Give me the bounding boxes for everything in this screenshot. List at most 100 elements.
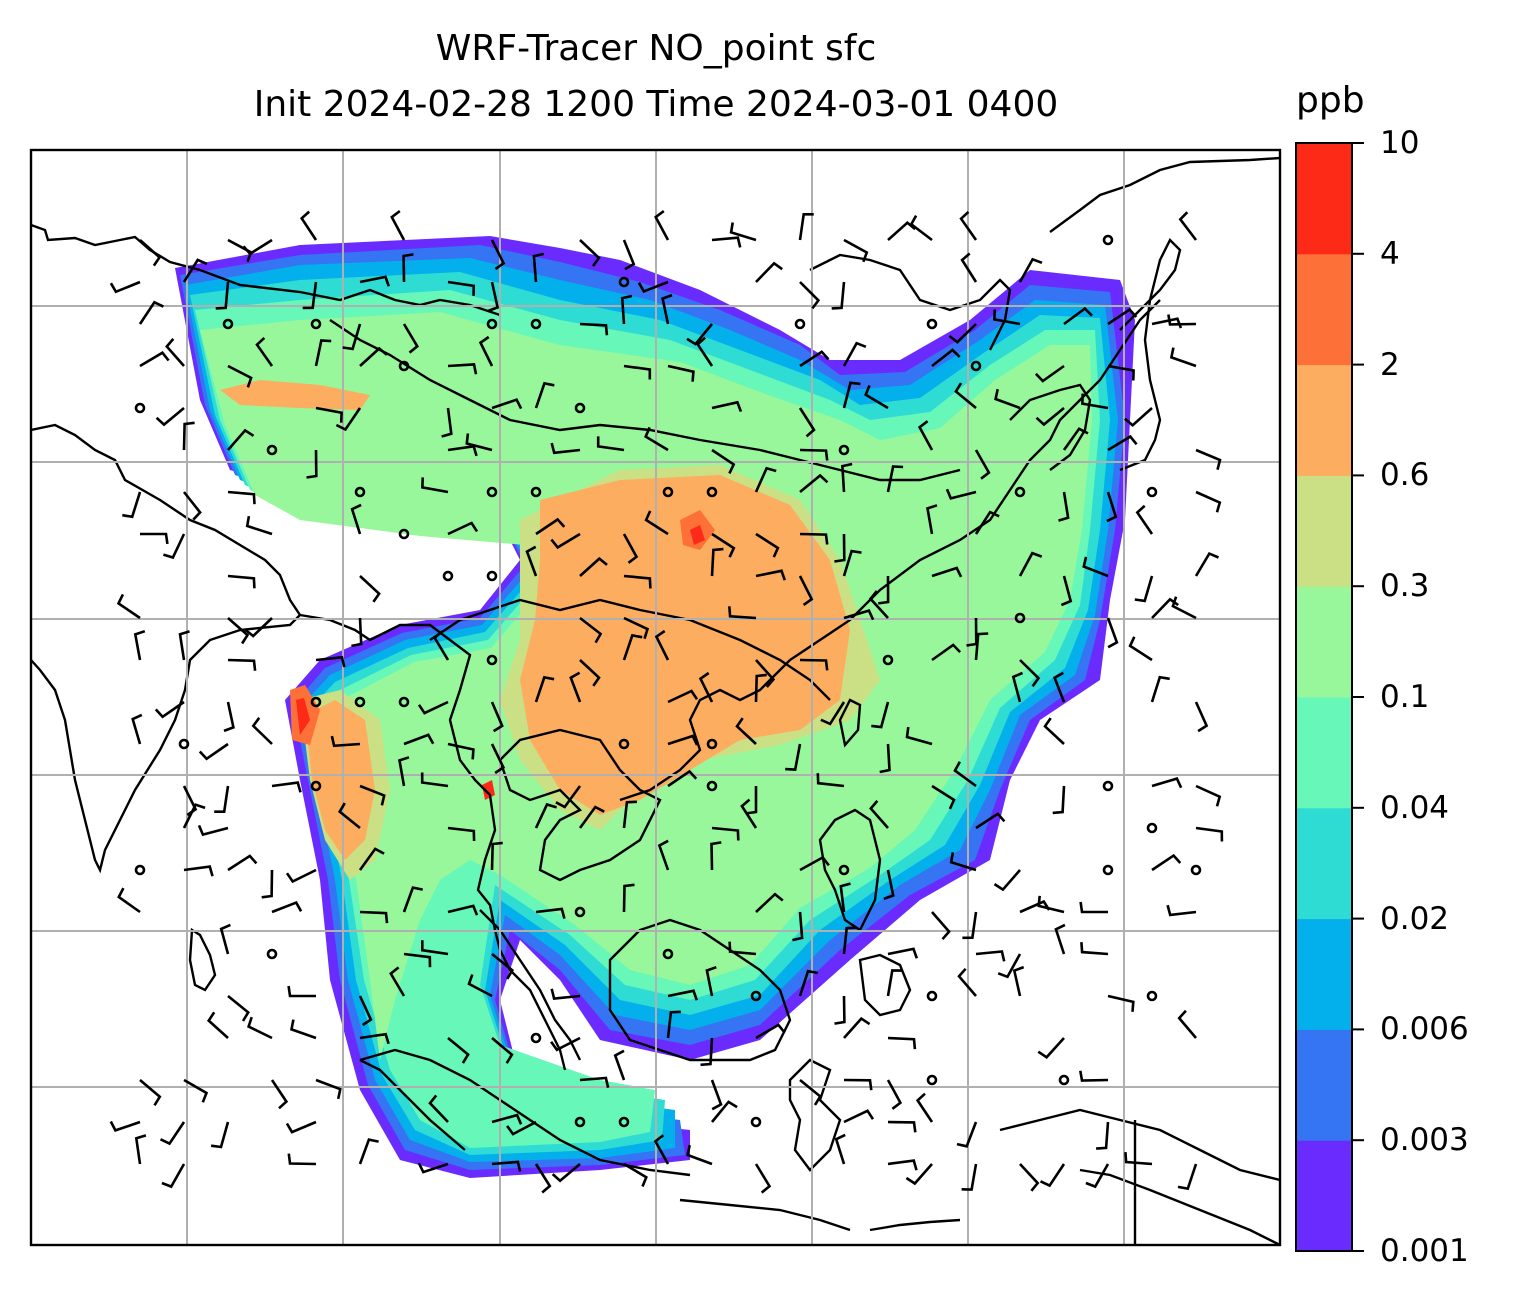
wind-barb bbox=[261, 869, 274, 899]
wind-barb bbox=[735, 717, 757, 745]
wind-barb bbox=[728, 941, 757, 956]
wind-barb bbox=[182, 803, 206, 829]
wind-barb bbox=[1085, 1163, 1110, 1189]
wind-barb bbox=[315, 655, 346, 668]
wind-barb bbox=[491, 1113, 523, 1125]
wind-barb bbox=[579, 1076, 610, 1088]
wind-barb bbox=[879, 743, 891, 774]
wind-barb bbox=[140, 532, 169, 545]
wind-barb bbox=[1107, 434, 1138, 452]
wind-barb bbox=[1177, 1009, 1197, 1039]
wind-barb bbox=[686, 323, 714, 346]
wind-barb bbox=[1128, 636, 1153, 662]
wind-barb bbox=[447, 826, 476, 842]
wind-barb bbox=[931, 784, 956, 810]
wind-barb bbox=[302, 281, 318, 310]
wind-barb bbox=[710, 547, 724, 577]
wind-barb bbox=[1037, 1037, 1065, 1060]
wind-barb bbox=[315, 1078, 342, 1100]
tracer-concentration-field bbox=[175, 236, 1135, 1178]
wind-barb bbox=[887, 1120, 917, 1133]
wind-barb bbox=[447, 521, 479, 536]
wind-barb bbox=[622, 533, 639, 564]
wind-barb bbox=[116, 593, 141, 620]
wind-barb bbox=[799, 473, 829, 494]
calm-wind-marker bbox=[530, 486, 542, 498]
wind-barb bbox=[740, 798, 758, 829]
wind-barb bbox=[1150, 675, 1170, 703]
wind-barb bbox=[287, 985, 316, 998]
wind-barb bbox=[711, 400, 743, 413]
wind-barb bbox=[754, 673, 767, 703]
coastline-new-guinea bbox=[999, 1108, 1280, 1182]
calm-wind-marker bbox=[794, 318, 806, 330]
calm-wind-marker bbox=[310, 696, 322, 708]
wind-barb bbox=[227, 428, 255, 451]
wind-barb bbox=[729, 222, 757, 242]
wind-barb bbox=[227, 364, 253, 388]
calm-wind-marker bbox=[1014, 612, 1026, 624]
coastline-indochina bbox=[498, 728, 662, 882]
colorbar-frame bbox=[1295, 142, 1353, 1252]
wind-barb bbox=[117, 887, 141, 914]
wind-barb bbox=[358, 1138, 379, 1165]
calm-wind-marker bbox=[222, 318, 234, 330]
wind-barb bbox=[534, 802, 557, 829]
wind-barb bbox=[974, 449, 991, 480]
wind-barb bbox=[871, 701, 890, 729]
wind-barb bbox=[447, 904, 479, 916]
wind-barb bbox=[535, 517, 566, 536]
wind-barb bbox=[623, 364, 652, 380]
wind-barb bbox=[290, 1019, 317, 1040]
wind-barb bbox=[698, 671, 714, 703]
map-title-line2: Init 2024-02-28 1200 Time 2024-03-01 040… bbox=[253, 84, 1059, 125]
wind-barb bbox=[1035, 406, 1065, 427]
wind-barb bbox=[931, 911, 951, 941]
wind-barb bbox=[622, 633, 643, 661]
colorbar-tick-label: 0.003 bbox=[1380, 1122, 1469, 1159]
calm-wind-marker bbox=[838, 444, 850, 456]
wind-barb bbox=[1063, 306, 1093, 326]
colorbar-band-9 bbox=[1296, 143, 1352, 255]
wind-barb bbox=[710, 841, 722, 871]
wind-barb bbox=[1012, 965, 1025, 997]
wind-barb bbox=[799, 448, 829, 461]
colorbar-band-4 bbox=[1296, 697, 1352, 809]
calm-wind-marker bbox=[178, 738, 190, 750]
colorbar-tick-label: 0.04 bbox=[1380, 789, 1450, 826]
wind-barb bbox=[525, 545, 538, 577]
wind-barb bbox=[131, 713, 143, 745]
wind-barb bbox=[420, 772, 449, 788]
wind-barb bbox=[686, 1144, 713, 1166]
wind-barb bbox=[644, 426, 669, 452]
wind-barb bbox=[993, 309, 1021, 326]
wind-barb bbox=[745, 786, 758, 815]
wind-barb bbox=[711, 532, 736, 558]
wind-barb bbox=[799, 532, 829, 545]
calm-wind-marker bbox=[486, 486, 498, 498]
wind-barb bbox=[1195, 448, 1222, 471]
wind-barb bbox=[711, 448, 736, 474]
wind-barb bbox=[915, 1092, 934, 1123]
wind-barb bbox=[798, 407, 816, 438]
wind-barb bbox=[223, 701, 235, 733]
wind-barb bbox=[1169, 347, 1197, 368]
wind-barb bbox=[887, 1036, 917, 1050]
wind-barb bbox=[133, 629, 146, 661]
wind-barb bbox=[155, 406, 185, 427]
wind-barb bbox=[1058, 491, 1070, 522]
calm-wind-marker bbox=[662, 486, 674, 498]
wind-barb bbox=[159, 1121, 186, 1146]
wind-barb bbox=[271, 900, 303, 914]
wind-barb bbox=[834, 533, 846, 563]
wind-barb bbox=[122, 491, 142, 519]
colorbar-tick-label: 2 bbox=[1380, 346, 1400, 383]
colorbar-band-1 bbox=[1296, 1029, 1352, 1141]
wind-barb bbox=[182, 421, 195, 451]
wind-barb bbox=[1039, 1163, 1066, 1188]
wind-barb bbox=[623, 616, 650, 640]
wind-barb bbox=[887, 947, 919, 959]
wind-barb bbox=[666, 1010, 681, 1039]
wind-barb bbox=[1166, 904, 1197, 917]
wind-barb bbox=[959, 210, 978, 241]
